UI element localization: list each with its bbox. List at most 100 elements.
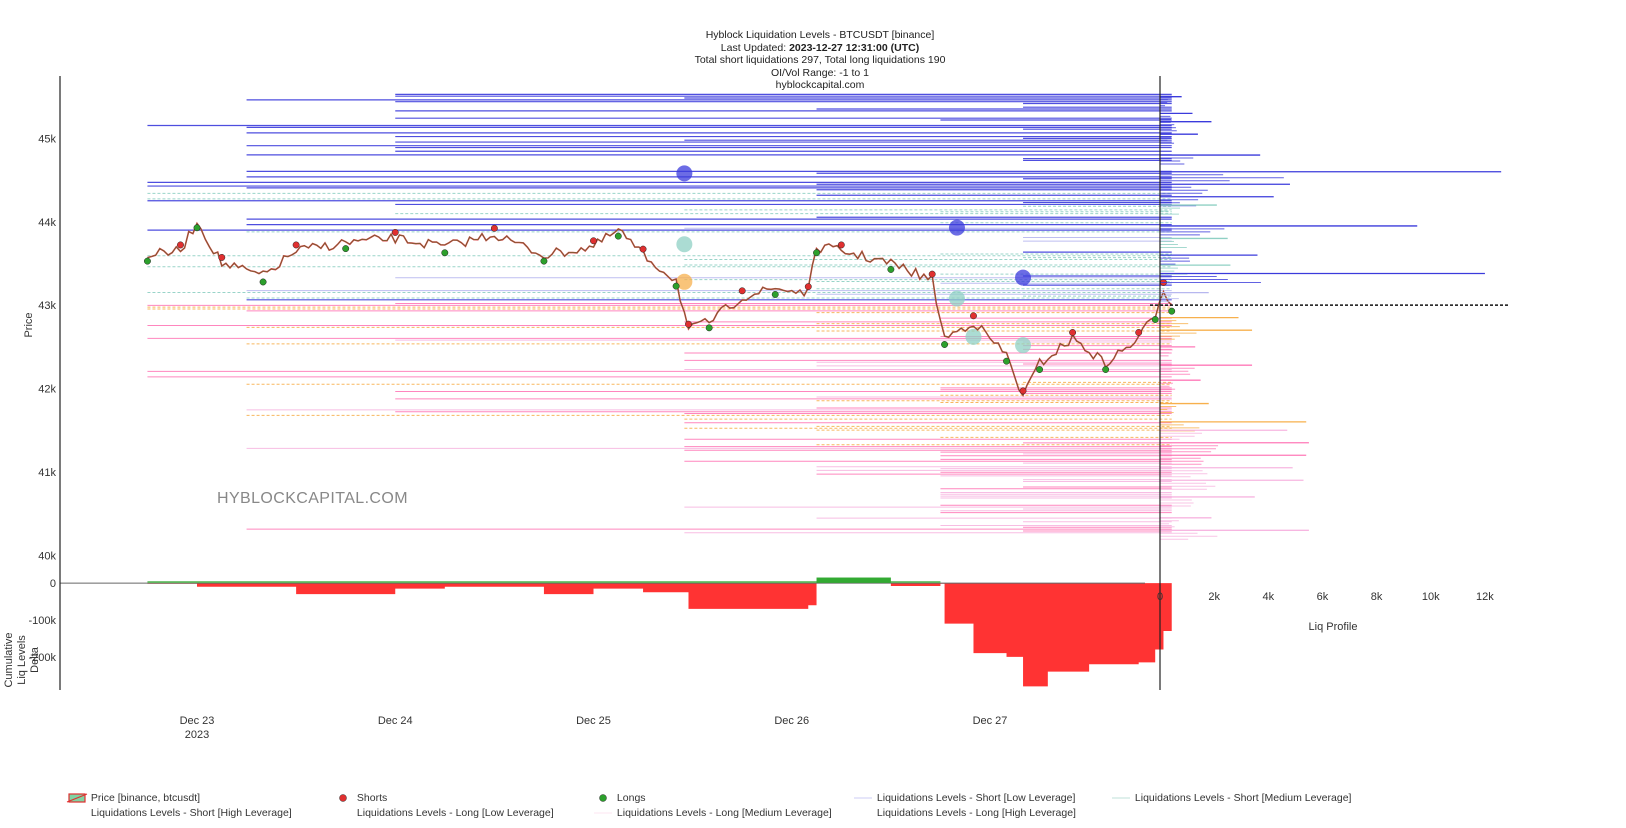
delta-y-axis-title: Delta <box>29 646 41 673</box>
short-marker <box>391 228 399 236</box>
chart-title: Hyblock Liquidation Levels - BTCUSDT [bi… <box>705 29 935 41</box>
x-tick-label: Dec 23 <box>180 715 215 727</box>
price-y-tick-label: 40k <box>38 550 56 562</box>
liquidation-bubble <box>676 273 693 290</box>
chart-legend: Price [binance, btcusdt] Shorts Longs Li… <box>66 792 1406 822</box>
short-marker <box>177 241 184 249</box>
long-marker <box>193 224 201 232</box>
delta-y-axis-title: Liq Levels <box>16 635 28 685</box>
shorts-dot-icon <box>339 794 347 802</box>
long-marker <box>1036 366 1044 373</box>
liquidation-bubbles-layer <box>676 165 1032 354</box>
site-name: hyblockcapital.com <box>775 79 865 92</box>
long-marker <box>672 282 680 290</box>
delta-positive-area <box>816 577 891 584</box>
legend-item-short-low[interactable]: Liquidations Levels - Short [Low Leverag… <box>852 792 1075 804</box>
long-marker <box>941 341 949 348</box>
profile-x-tick-label: 0 <box>1157 591 1163 603</box>
long-marker <box>1168 307 1176 315</box>
x-tick-label: Dec 24 <box>378 715 413 727</box>
liquidation-bubble <box>676 236 693 253</box>
liquidation-totals: Total short liquidations 297, Total long… <box>694 54 946 67</box>
long-marker <box>1102 366 1110 373</box>
long-marker <box>887 266 895 273</box>
short-marker <box>685 320 692 328</box>
legend-item-short-high[interactable]: Liquidations Levels - Short [High Levera… <box>66 807 292 819</box>
short-marker <box>292 241 300 249</box>
short-marker <box>1069 329 1077 336</box>
price-line-layer <box>143 221 1176 398</box>
short-medium-line-icon <box>1112 797 1130 799</box>
short-marker <box>490 224 498 232</box>
long-marker <box>614 232 622 240</box>
legend-item-shorts[interactable]: Shorts <box>332 792 387 804</box>
liquidation-bubble <box>676 165 693 182</box>
price-line-green <box>147 222 1172 397</box>
chart-header: Hyblock Liquidation Levels - BTCUSDT [bi… <box>600 29 1040 92</box>
long-marker <box>705 324 713 332</box>
short-marker <box>837 241 845 249</box>
liq-profile-layer <box>1150 96 1510 540</box>
price-y-axis-title: Price <box>23 312 35 337</box>
legend-item-long-high[interactable]: Liquidations Levels - Long [High Leverag… <box>852 807 1076 819</box>
legend-item-longs[interactable]: Longs <box>592 792 646 804</box>
last-updated: Last Updated: 2023-12-27 12:31:00 (UTC) <box>720 41 920 54</box>
long-low-line-icon <box>334 812 352 814</box>
profile-x-tick-label: 4k <box>1262 591 1274 603</box>
long-marker <box>342 245 350 253</box>
last-updated-value: 2023-12-27 12:31:00 (UTC) <box>789 41 920 54</box>
x-tick-year: 2023 <box>185 729 209 741</box>
liquidation-bubble <box>948 219 965 236</box>
price-y-tick-label: 44k <box>38 217 56 229</box>
axes-layer: 40k 41k 42k 43k 44k 45k Price 0 -100k -200k Cumula… <box>3 76 1494 741</box>
longs-dot-icon <box>599 794 607 802</box>
profile-x-axis-title: Liq Profile <box>1309 621 1358 633</box>
price-y-tick-label: 42k <box>38 384 56 396</box>
liquidation-bubble <box>965 328 982 345</box>
delta-y-tick-label: -100k <box>28 615 56 627</box>
long-marker <box>1151 316 1159 323</box>
short-marker <box>590 237 597 245</box>
x-tick-label: Dec 27 <box>973 715 1008 727</box>
legend-item-long-medium[interactable]: Liquidations Levels - Long [Medium Lever… <box>592 807 832 819</box>
short-marker <box>639 245 647 253</box>
profile-x-tick-label: 10k <box>1422 591 1440 603</box>
short-low-line-icon <box>854 797 872 799</box>
liquidation-bubble <box>948 290 965 307</box>
short-marker <box>738 287 746 295</box>
profile-x-tick-label: 6k <box>1317 591 1329 603</box>
x-tick-label: Dec 25 <box>576 715 611 727</box>
legend-item-long-low[interactable]: Liquidations Levels - Long [Low Leverage… <box>332 807 554 819</box>
liquidation-bubble <box>1015 269 1032 286</box>
delta-y-axis-title: Cumulative <box>3 632 15 687</box>
short-high-line-icon <box>68 812 86 814</box>
long-marker <box>259 278 267 286</box>
long-high-line-icon <box>854 812 872 814</box>
delta-y-tick-label: 0 <box>50 578 56 590</box>
price-y-tick-label: 45k <box>38 133 56 145</box>
cumulative-delta-layer <box>60 577 1172 687</box>
long-marker <box>540 257 548 265</box>
short-marker <box>970 312 977 320</box>
delta-green-strip <box>147 581 941 584</box>
short-marker <box>1135 329 1143 336</box>
oi-vol-range: OI/Vol Range: -1 to 1 <box>770 66 870 79</box>
long-marker <box>143 257 151 265</box>
profile-x-tick-label: 8k <box>1371 591 1383 603</box>
legend-item-price[interactable]: Price [binance, btcusdt] <box>66 792 200 804</box>
delta-y-tick-label: -200k <box>28 652 56 664</box>
legend-item-short-medium[interactable]: Liquidations Levels - Short [Medium Leve… <box>1110 792 1351 804</box>
long-marker <box>813 249 820 257</box>
x-tick-label: Dec 26 <box>774 715 809 727</box>
legend-row-2: Liquidations Levels - Short [High Levera… <box>66 807 1406 822</box>
price-y-tick-label: 43k <box>38 300 56 312</box>
profile-x-tick-label: 12k <box>1476 591 1494 603</box>
liquidation-bubble <box>1015 337 1032 354</box>
price-legend-icon <box>66 793 88 803</box>
liquidation-levels-layer <box>147 93 1172 534</box>
long-medium-line-icon <box>594 812 612 814</box>
long-marker <box>441 249 449 257</box>
short-marker <box>1019 387 1027 395</box>
delta-negative-area <box>147 583 1172 687</box>
